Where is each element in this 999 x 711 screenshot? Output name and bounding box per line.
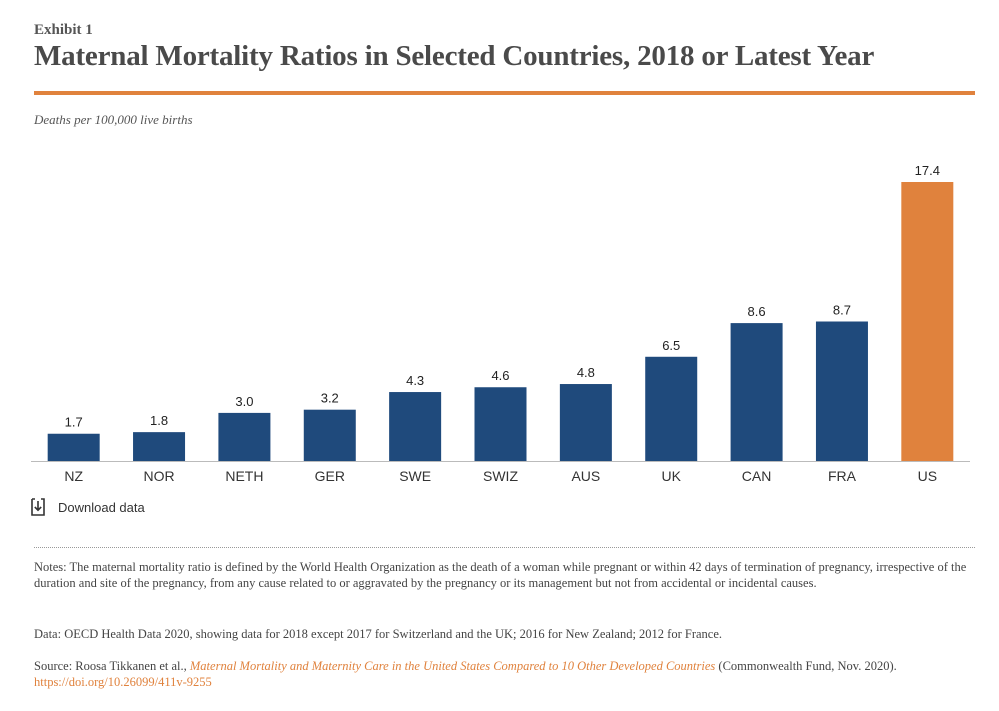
notes-source: Source: Roosa Tikkanen et al., Maternal … [34,658,974,690]
value-label-swiz: 4.6 [491,368,509,383]
value-label-us: 17.4 [915,163,940,178]
bar-aus [559,384,612,461]
bar-swe [389,392,442,461]
value-label-aus: 4.8 [577,365,595,380]
download-icon [31,498,45,516]
bar-fra [815,321,868,461]
value-label-can: 8.6 [748,304,766,319]
doi-link[interactable]: https://doi.org/10.26099/411v-9255 [34,675,212,689]
source-title-link[interactable]: Maternal Mortality and Maternity Care in… [189,659,716,673]
bar-us [901,182,954,461]
x-tick-label-ger: GER [315,468,345,484]
bar-uk [645,356,698,461]
value-label-nz: 1.7 [65,415,83,430]
y-unit-label: Deaths per 100,000 live births [34,112,193,127]
bar-chart: 1.7 NZ 1.8 NOR 3.0 NETH 3.2 GER 4.3 SWE 4.6 SWIZ 4.8… [31,163,970,484]
notes-definition: Notes: The maternal mortality ratio is d… [34,560,967,590]
exhibit-label: Exhibit 1 [34,22,93,38]
notes-data-source: Data: OECD Health Data 2020, showing dat… [34,627,723,641]
download-data-label: Download data [58,499,145,515]
x-tick-label-aus: AUS [571,468,600,484]
bar-nz [47,433,100,461]
chart-title: Maternal Mortality Ratios in Selected Co… [34,40,875,72]
value-label-nor: 1.8 [150,413,168,428]
value-label-uk: 6.5 [662,338,680,353]
value-label-neth: 3.0 [235,394,253,409]
x-tick-label-swe: SWE [399,468,431,484]
download-data-button[interactable]: Download data [30,498,145,516]
bar-nor [133,432,186,461]
value-label-fra: 8.7 [833,303,851,318]
x-tick-label-nor: NOR [143,468,174,484]
bar-neth [218,412,271,461]
notes-divider [34,547,975,548]
x-tick-label-fra: FRA [828,468,857,484]
source-suffix: (Commonwealth Fund, Nov. 2020). [715,659,897,673]
bar-ger [303,409,356,461]
x-tick-label-neth: NETH [225,468,263,484]
x-tick-label-us: US [918,468,937,484]
bar-swiz [474,387,527,461]
value-label-ger: 3.2 [321,391,339,406]
x-tick-label-nz: NZ [64,468,83,484]
x-tick-label-swiz: SWIZ [483,468,518,484]
x-tick-label-can: CAN [742,468,772,484]
bar-can [730,323,783,461]
x-tick-label-uk: UK [662,468,682,484]
title-rule [34,91,975,95]
source-prefix: Source: Roosa Tikkanen et al., [34,659,190,673]
value-label-swe: 4.3 [406,373,424,388]
